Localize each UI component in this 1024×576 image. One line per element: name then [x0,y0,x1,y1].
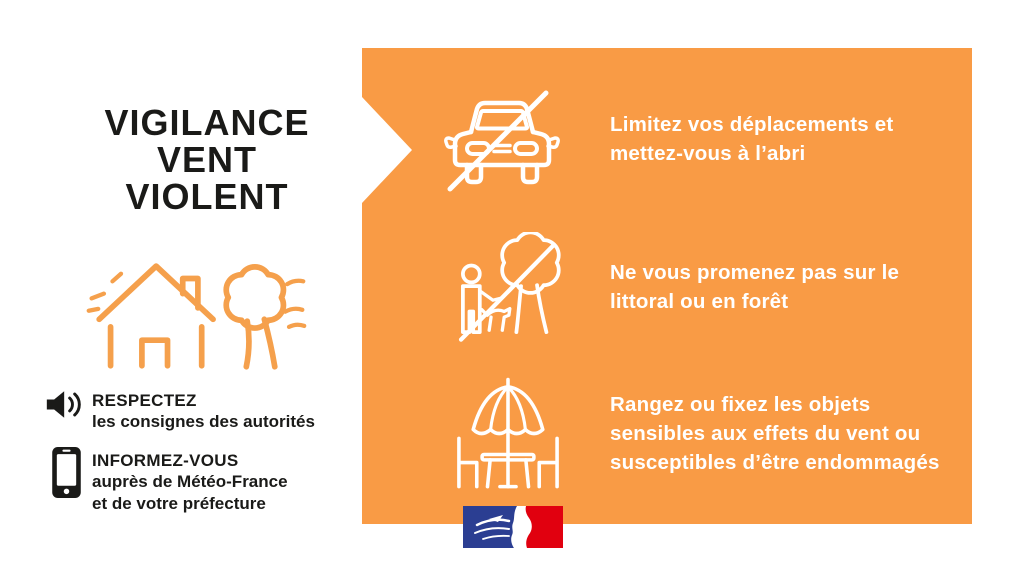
title-line-2: VENT [156,139,257,180]
recommendation-2-line-1: Ne vous promenez pas sur le [610,261,900,284]
advice-respect-heading: RESPECTEZ [92,391,197,410]
recommendation-3-line-2: sensibles aux effets du vent ou [610,422,921,445]
recommendation-1-line-1: Limitez vos déplacements et [610,113,894,136]
recommendation-2-line-2: littoral ou en forêt [610,290,789,313]
house-tree-wind-illustration [86,263,307,370]
smartphone-icon [52,447,81,498]
loudspeaker-icon [46,391,81,418]
recommendation-3-line-3: susceptibles d’être endommagés [610,451,940,474]
no-walk-littoral-forest-icon [458,232,561,342]
advice-inform-line-2: et de votre préfecture [92,493,266,513]
title-line-1: VIGILANCE [104,102,310,143]
advice-inform-heading: INFORMEZ-VOUS [92,451,239,470]
advice-respect-line: les consignes des autorités [92,412,315,431]
page-title: VIGILANCE VENT VIOLENT [52,104,362,215]
title-line-3: VIOLENT [125,176,289,217]
republique-francaise-marianne-logo [463,506,563,548]
no-driving-icon [444,90,560,192]
recommendation-2: Ne vous promenez pas sur le littoral ou … [610,258,980,316]
recommendation-3-line-1: Rangez ou fixez les objets [610,393,871,416]
advice-inform: INFORMEZ-VOUS auprès de Météo-France et … [92,450,288,514]
recommendation-1: Limitez vos déplacements et mettez-vous … [610,110,980,168]
advice-inform-line-1: auprès de Météo-France [92,472,288,491]
recommendation-3: Rangez ou fixez les objets sensibles aux… [610,390,980,477]
garden-furniture-icon [457,377,559,489]
advice-respect: RESPECTEZ les consignes des autorités [92,390,315,433]
recommendation-1-line-2: mettez-vous à l’abri [610,142,806,165]
panel-left-notch [362,97,412,203]
